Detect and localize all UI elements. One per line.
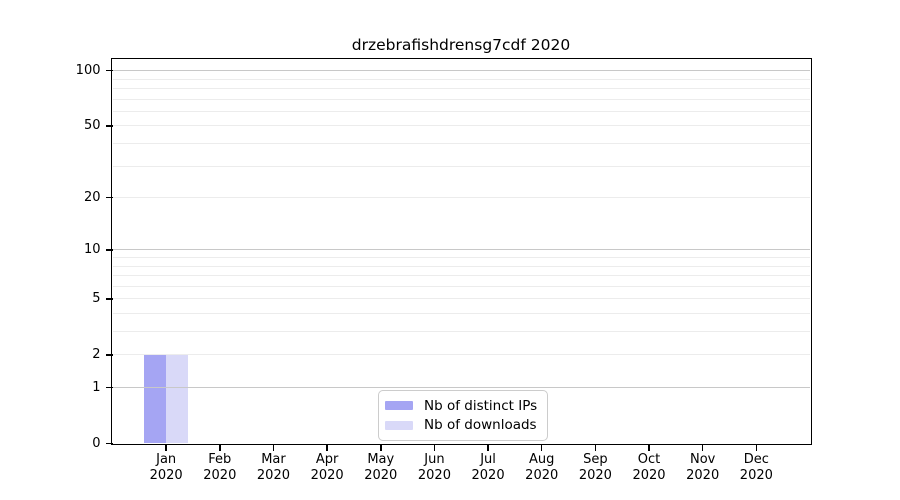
x-tick-label-line: Dec	[743, 452, 769, 467]
x-tick-label-line: Jan	[156, 452, 177, 467]
x-tick-label-line: 2020	[632, 467, 666, 483]
x-tick-label: Feb 2020	[190, 452, 250, 484]
gridline-minor	[112, 143, 810, 144]
y-tick-label: 100	[75, 63, 101, 79]
x-tick-label-line: Apr	[315, 452, 339, 467]
y-tick-label: 1	[92, 380, 101, 395]
x-tick-label-line: 2020	[149, 467, 183, 483]
plot-border	[111, 58, 812, 445]
y-tick-label: 20	[83, 190, 101, 206]
x-tick-label: Oct 2020	[619, 452, 679, 484]
x-tick-label-line: Feb	[208, 452, 232, 467]
x-tick-label-line: Aug	[529, 452, 555, 467]
x-tick-label-line: 2020	[525, 467, 559, 483]
bar-nb-of-downloads	[166, 354, 188, 444]
x-tick-label: Nov 2020	[673, 452, 733, 484]
gridline-minor	[112, 312, 810, 314]
y-tick-label: 50	[83, 118, 101, 134]
y-tick-mark	[105, 196, 113, 199]
gridline-minor	[112, 331, 810, 332]
x-tick-label-line: 2020	[364, 467, 398, 483]
y-tick-label: 5	[92, 291, 101, 307]
legend-swatch	[385, 420, 413, 430]
x-tick-mark	[594, 443, 597, 451]
y-tick-mark	[105, 298, 113, 300]
x-tick-label-line: Mar	[261, 452, 286, 467]
gridline-major	[112, 386, 810, 389]
x-tick-mark	[540, 443, 543, 451]
x-tick-mark	[165, 443, 167, 451]
x-tick-label-line: 2020	[310, 467, 344, 483]
x-tick-label-line: 2020	[578, 467, 612, 483]
gridline-major	[112, 70, 810, 72]
x-tick-mark	[433, 443, 436, 451]
legend-label: Nb of distinct IPs	[424, 397, 538, 414]
gridline-minor	[112, 125, 810, 127]
x-tick-label-line: Jul	[480, 452, 496, 467]
y-tick-mark	[105, 125, 113, 127]
gridline-minor	[112, 88, 810, 89]
x-tick-label: Sep 2020	[565, 452, 625, 484]
gridline-minor	[112, 256, 810, 258]
gridline-minor	[112, 78, 810, 80]
x-tick-mark	[380, 443, 382, 451]
x-tick-label-line: 2020	[417, 467, 451, 483]
legend-swatch	[385, 401, 413, 411]
x-tick-label-line: 2020	[203, 467, 237, 483]
gridline-minor	[112, 110, 810, 112]
x-tick-label-line: Jun	[424, 452, 445, 467]
x-tick-label: Aug 2020	[512, 452, 572, 484]
gridline-minor	[112, 298, 810, 300]
gridline-minor	[112, 275, 810, 277]
gridline-minor	[112, 354, 810, 356]
x-tick-mark	[326, 443, 328, 451]
x-tick-label: Dec 2020	[726, 452, 786, 484]
y-tick-mark	[105, 249, 113, 251]
y-tick-mark	[105, 386, 113, 389]
x-tick-mark	[755, 443, 758, 451]
gridline-minor	[112, 165, 810, 167]
x-tick-label-line: 2020	[739, 467, 773, 483]
x-tick-mark	[648, 443, 650, 451]
y-tick-mark	[105, 69, 113, 72]
y-tick-mark	[105, 442, 113, 445]
bar-nb-of-distinct-ips	[144, 354, 167, 444]
gridline-minor	[112, 285, 810, 287]
y-tick-mark	[105, 354, 113, 356]
legend-item: Nb of distinct IPs	[385, 396, 539, 416]
x-tick-mark	[701, 443, 704, 451]
x-tick-label-line: May	[367, 452, 395, 467]
x-tick-label-line: Oct	[637, 452, 661, 467]
x-tick-label: May 2020	[351, 452, 411, 484]
x-tick-label: Jan 2020	[136, 452, 196, 484]
gridline-major	[112, 249, 810, 251]
gridline-minor	[112, 265, 810, 267]
x-tick-mark	[219, 443, 221, 451]
x-tick-mark	[272, 443, 275, 451]
y-tick-label: 10	[83, 242, 101, 258]
chart-title: drzebrafishdrensg7cdf 2020	[351, 36, 571, 54]
x-tick-label-line: 2020	[256, 467, 290, 483]
x-tick-label: Apr 2020	[297, 452, 357, 484]
x-tick-mark	[487, 443, 489, 451]
x-tick-label: Mar 2020	[243, 452, 303, 484]
y-tick-label: 0	[92, 436, 101, 451]
legend-label: Nb of downloads	[424, 417, 537, 434]
gridline-minor	[112, 98, 810, 100]
x-tick-label-line: Sep	[583, 452, 608, 467]
x-tick-label-line: Nov	[690, 452, 716, 467]
x-tick-label-line: 2020	[686, 467, 720, 483]
legend: Nb of distinct IPs Nb of downloads	[378, 390, 548, 441]
x-tick-label-line: 2020	[471, 467, 505, 483]
x-tick-label: Jul 2020	[458, 452, 518, 484]
y-tick-label: 2	[92, 347, 101, 363]
legend-item: Nb of downloads	[385, 416, 539, 436]
x-tick-label: Jun 2020	[404, 452, 464, 484]
gridline-minor	[112, 197, 810, 199]
